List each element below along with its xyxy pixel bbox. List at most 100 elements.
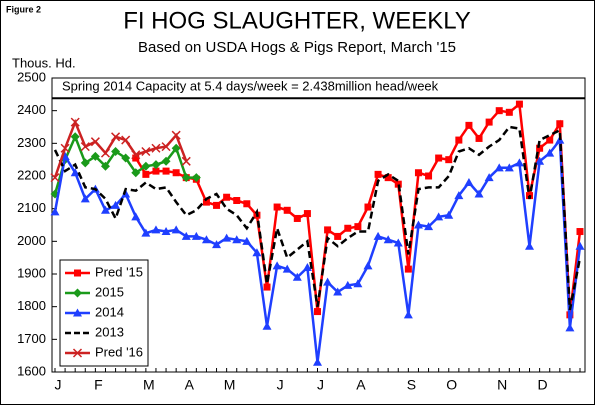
marker: [80, 158, 90, 168]
marker: [262, 321, 272, 330]
marker: [181, 173, 191, 183]
marker: [343, 280, 353, 289]
marker: [70, 168, 80, 177]
x-tick-label: J: [55, 377, 62, 393]
y-tick-label: 1900: [17, 265, 46, 280]
legend-label: Pred '15: [95, 264, 143, 279]
marker: [181, 231, 191, 240]
y-tick-label: 2300: [17, 135, 46, 150]
marker: [394, 180, 402, 188]
marker: [233, 197, 241, 204]
marker: [272, 261, 282, 270]
marker: [474, 189, 484, 198]
marker: [162, 167, 170, 175]
x-tick-label: D: [538, 377, 548, 393]
chart-title: FI HOG SLAUGHTER, WEEKLY: [123, 7, 471, 34]
marker: [333, 287, 343, 296]
marker: [313, 357, 322, 366]
marker: [161, 142, 171, 152]
legend-label: Pred '16: [95, 344, 143, 359]
x-tick-label: O: [446, 377, 457, 393]
marker: [404, 265, 412, 273]
marker: [100, 148, 111, 158]
marker: [172, 169, 180, 177]
y-tick-label: 2200: [17, 167, 46, 182]
figure-label: Figure 2: [6, 4, 41, 14]
marker: [223, 193, 231, 201]
marker: [393, 238, 403, 247]
y-tick-label: 2400: [17, 102, 46, 117]
marker: [536, 144, 544, 152]
x-tick-label: M: [224, 377, 236, 393]
marker: [425, 172, 433, 180]
marker: [80, 142, 90, 152]
marker: [314, 308, 321, 316]
marker: [495, 107, 503, 115]
marker: [121, 153, 131, 163]
marker: [60, 143, 70, 153]
marker: [100, 205, 110, 214]
marker: [445, 156, 453, 164]
marker: [484, 173, 494, 182]
marker: [565, 323, 575, 332]
marker: [424, 222, 434, 231]
marker: [141, 146, 151, 157]
marker: [556, 120, 564, 128]
marker: [131, 150, 141, 160]
annotation: Spring 2014 Capacity at 5.4 days/week = …: [62, 79, 439, 94]
marker: [90, 151, 100, 161]
x-tick-label: A: [185, 377, 195, 393]
y-tick-label: 2100: [17, 200, 46, 215]
marker: [464, 178, 474, 187]
marker: [50, 173, 60, 183]
marker: [263, 283, 271, 291]
y-tick-label: 2000: [17, 233, 46, 248]
marker: [515, 100, 523, 108]
x-tick-label: S: [407, 377, 416, 393]
x-tick-label: J: [317, 377, 324, 393]
marker: [161, 156, 171, 166]
marker: [283, 206, 291, 214]
marker: [373, 231, 383, 240]
marker: [171, 225, 181, 234]
x-tick-label: F: [94, 377, 103, 393]
marker: [334, 232, 342, 240]
marker: [545, 148, 555, 157]
marker: [302, 262, 312, 271]
marker: [475, 134, 483, 142]
x-tick-label: J: [277, 377, 284, 393]
chart-subtitle: Based on USDA Hogs & Pigs Report, March …: [138, 39, 456, 56]
marker: [90, 137, 100, 147]
marker: [213, 201, 221, 209]
marker: [324, 226, 332, 234]
marker: [354, 223, 362, 231]
marker: [465, 121, 473, 129]
marker: [243, 200, 251, 208]
marker: [403, 310, 413, 319]
marker: [212, 240, 222, 249]
marker: [80, 194, 90, 203]
marker: [142, 170, 150, 178]
marker: [141, 228, 151, 237]
marker: [171, 143, 181, 153]
plot-frame: [51, 77, 586, 373]
x-tick-label: N: [497, 377, 507, 393]
marker: [514, 158, 524, 167]
marker: [111, 200, 121, 209]
marker: [494, 163, 504, 172]
marker: [121, 135, 131, 145]
marker: [171, 130, 181, 140]
marker: [383, 235, 393, 244]
marker: [344, 224, 352, 232]
marker: [293, 214, 301, 222]
y-tick-label: 1700: [17, 331, 46, 346]
marker: [161, 227, 171, 236]
marker: [363, 261, 373, 270]
x-tick-label: M: [143, 377, 155, 393]
marker: [151, 160, 161, 170]
marker: [273, 203, 281, 211]
marker: [505, 108, 513, 116]
marker: [70, 117, 80, 127]
marker: [504, 163, 514, 172]
y-tick-label: 1600: [17, 363, 46, 378]
